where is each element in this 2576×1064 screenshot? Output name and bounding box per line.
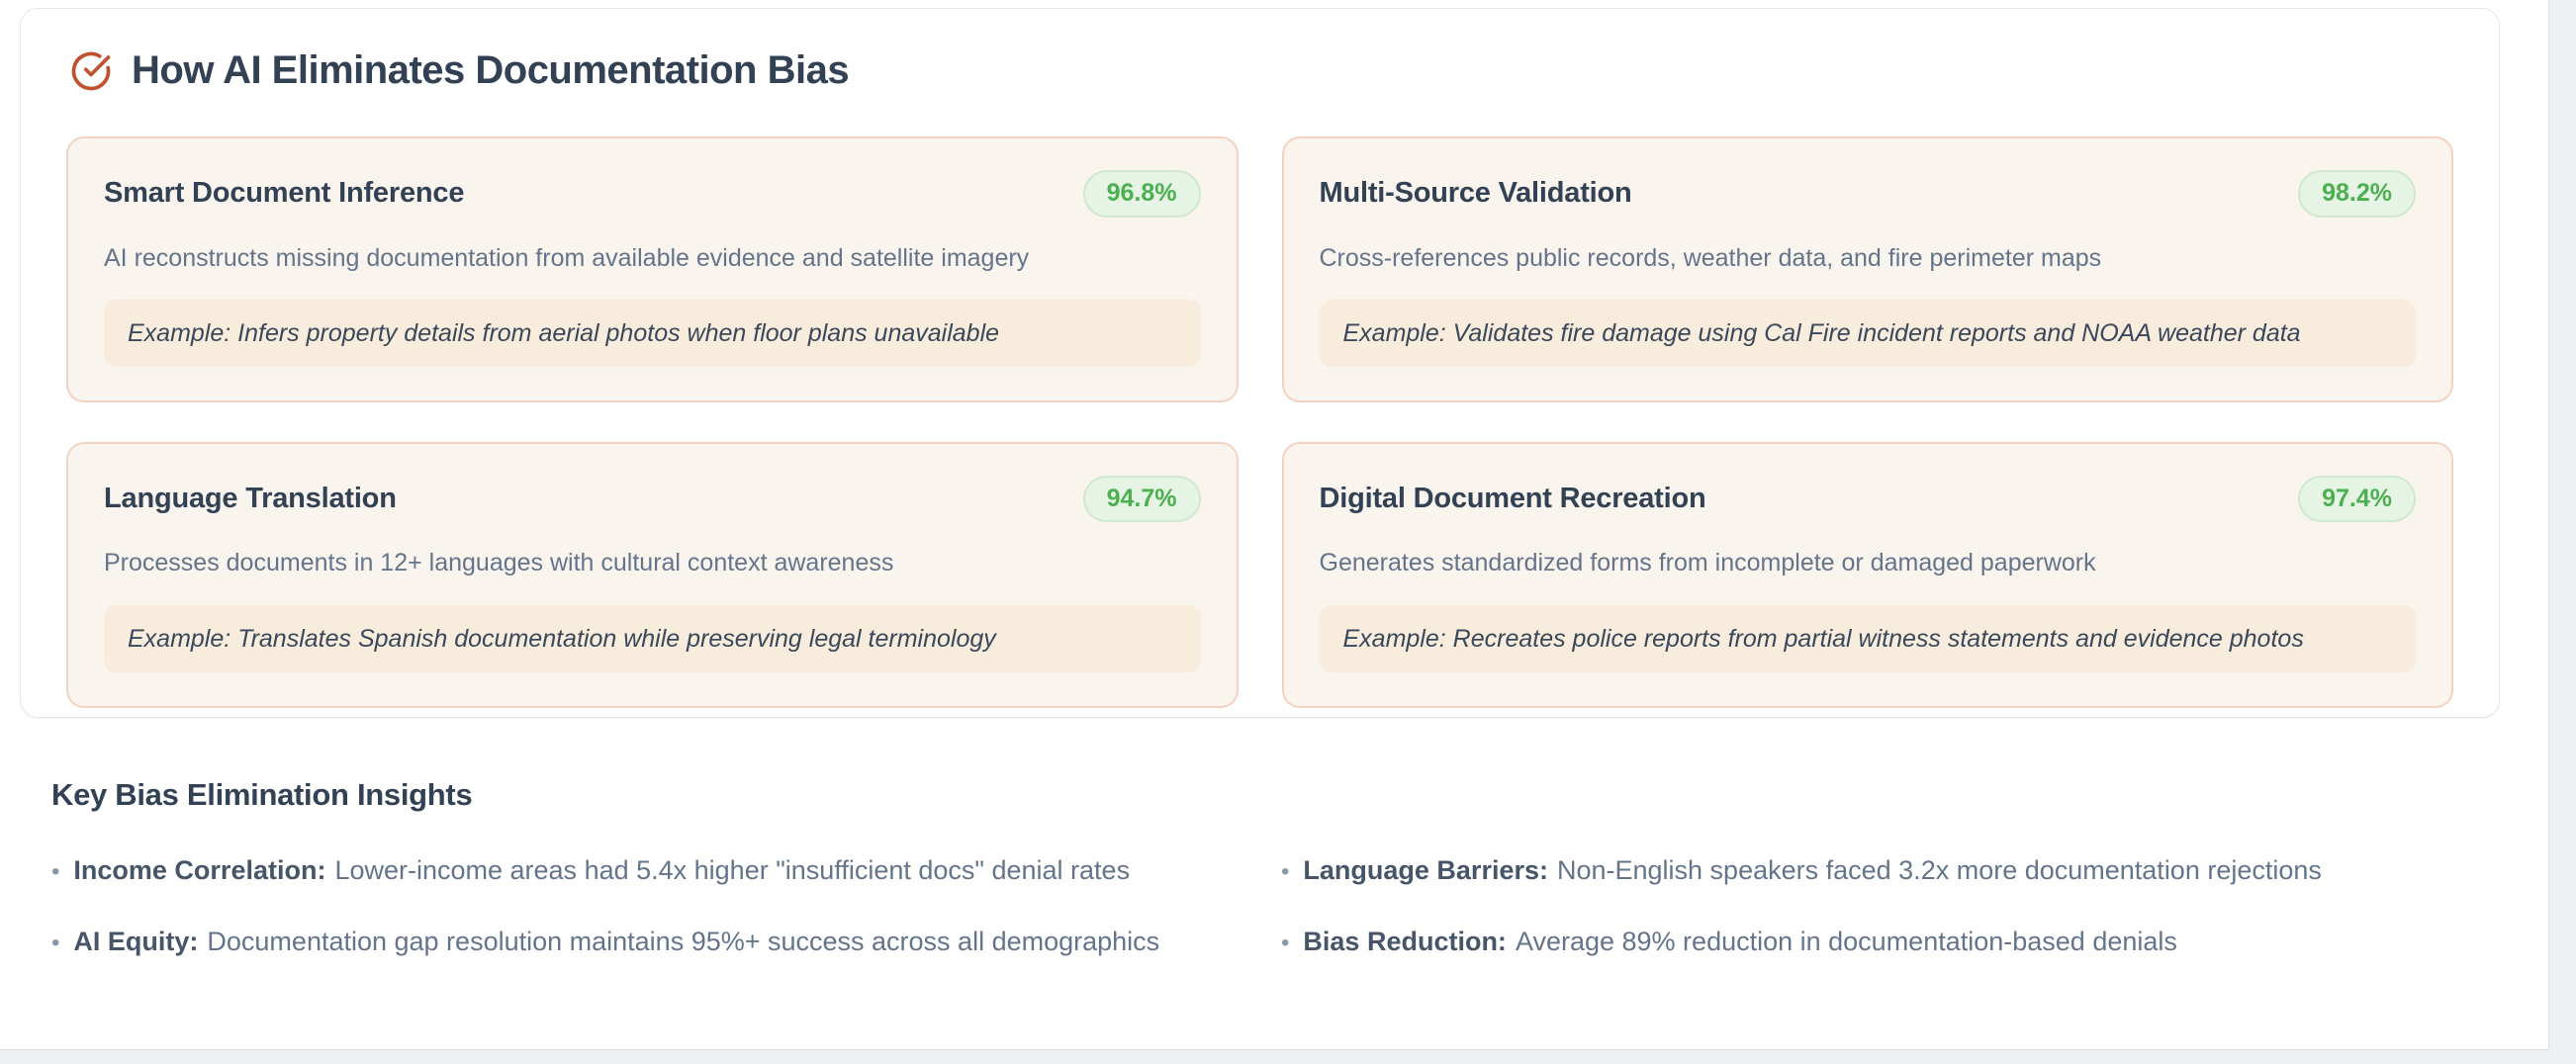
insight-text: Average 89% reduction in documentation-b… — [1515, 926, 2177, 956]
card-description: Processes documents in 12+ languages wit… — [104, 549, 894, 577]
card-language-translation: Language Translation 94.7% Processes doc… — [66, 441, 1239, 708]
insight-label: AI Equity: — [73, 926, 199, 956]
insights-heading: Key Bias Elimination Insights — [51, 777, 473, 812]
card-title: Digital Document Recreation — [1319, 483, 1706, 514]
page-title: How AI Eliminates Documentation Bias — [132, 48, 850, 92]
accuracy-badge: 97.4% — [2298, 475, 2416, 523]
content-area: How AI Eliminates Documentation Bias Sma… — [0, 0, 2549, 1050]
card-head: Multi-Source Validation 98.2% — [1319, 170, 2416, 218]
insight-label: Bias Reduction: — [1303, 926, 1507, 956]
card-multi-source-validation: Multi-Source Validation 98.2% Cross-refe… — [1281, 136, 2453, 402]
insight-text: Documentation gap resolution maintains 9… — [207, 926, 1160, 956]
panel-title-row: How AI Eliminates Documentation Bias — [70, 48, 2453, 93]
bullet-icon: • — [1281, 858, 1290, 885]
card-description: Generates standardized forms from incomp… — [1319, 549, 2096, 577]
accuracy-badge: 98.2% — [2298, 170, 2416, 218]
check-circle-icon — [70, 50, 112, 92]
key-insights-section: Key Bias Elimination Insights • Income Co… — [0, 777, 2513, 959]
insight-income-correlation: • Income Correlation: Lower-income areas h… — [51, 854, 1281, 888]
insights-grid: • Income Correlation: Lower-income areas h… — [51, 854, 2513, 959]
insight-text: Lower-income areas had 5.4x higher "insu… — [334, 855, 1131, 885]
method-cards-grid: Smart Document Inference 96.8% AI recons… — [66, 136, 2453, 708]
insight-bias-reduction: • Bias Reduction: Average 89% reduction in… — [1281, 926, 2513, 959]
bullet-icon: • — [51, 858, 60, 885]
insight-text: Non-English speakers faced 3.2x more doc… — [1556, 855, 2322, 885]
card-description: Cross-references public records, weather… — [1319, 243, 2102, 272]
bullet-icon: • — [1281, 929, 1290, 956]
bullet-icon: • — [51, 929, 60, 956]
insight-language-barriers: • Language Barriers: Non-English speakers … — [1281, 854, 2513, 888]
card-head: Digital Document Recreation 97.4% — [1319, 475, 2416, 523]
card-example: Example: Validates fire damage using Cal… — [1319, 299, 2416, 367]
card-digital-document-recreation: Digital Document Recreation 97.4% Genera… — [1281, 441, 2453, 708]
card-title: Smart Document Inference — [104, 177, 465, 210]
card-title: Multi-Source Validation — [1319, 177, 1632, 210]
insight-label: Language Barriers: — [1303, 855, 1548, 885]
card-example: Example: Recreates police reports from p… — [1319, 604, 2416, 672]
card-head: Smart Document Inference 96.8% — [104, 170, 1201, 218]
insight-ai-equity: • AI Equity: Documentation gap resolution … — [51, 926, 1281, 959]
card-title: Language Translation — [104, 483, 397, 514]
accuracy-badge: 94.7% — [1082, 475, 1201, 523]
card-head: Language Translation 94.7% — [104, 475, 1201, 523]
accuracy-badge: 96.8% — [1082, 170, 1201, 218]
ai-bias-panel: How AI Eliminates Documentation Bias Sma… — [20, 8, 2500, 718]
card-smart-document-inference: Smart Document Inference 96.8% AI recons… — [66, 136, 1239, 402]
insight-label: Income Correlation: — [73, 855, 326, 885]
card-example: Example: Translates Spanish documentatio… — [104, 604, 1201, 672]
card-example: Example: Infers property details from ae… — [104, 299, 1201, 367]
card-description: AI reconstructs missing documentation fr… — [104, 243, 1030, 272]
